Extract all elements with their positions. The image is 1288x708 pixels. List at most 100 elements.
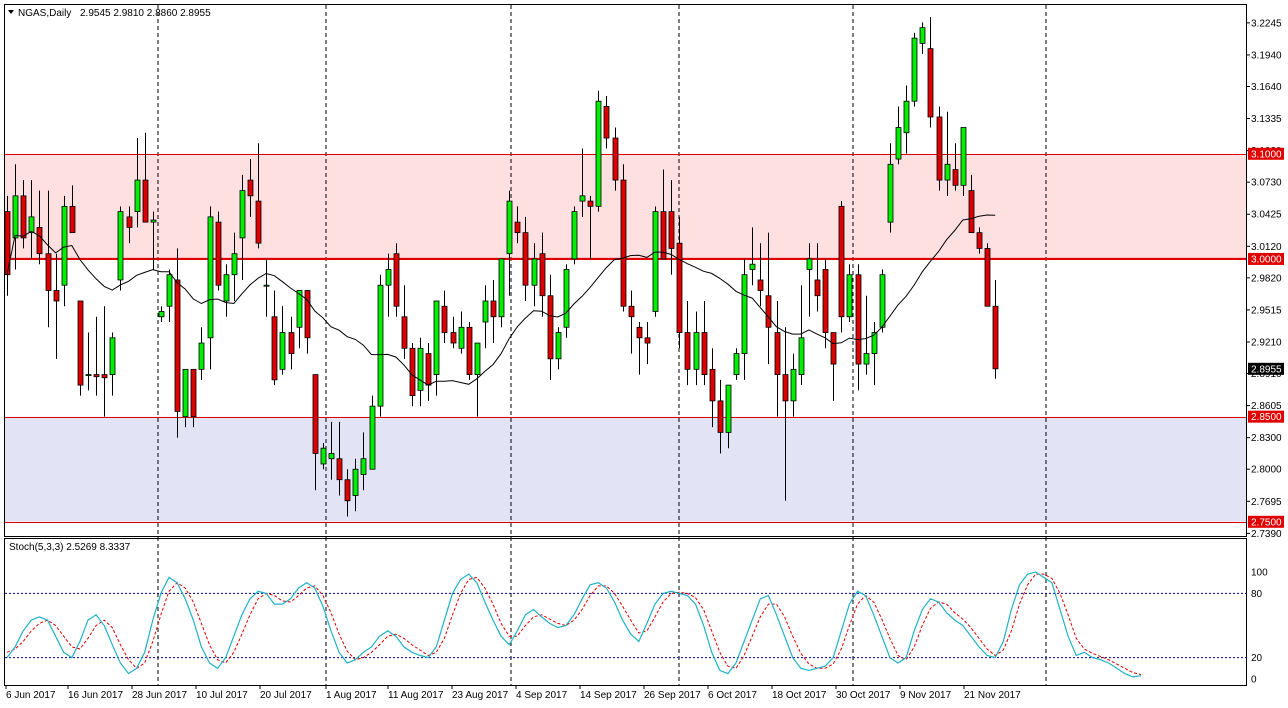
candle	[352, 458, 359, 512]
bear-candle-body	[620, 179, 627, 307]
bull-candle-body	[385, 269, 392, 286]
candle	[385, 253, 392, 317]
bear-candle-body	[490, 300, 497, 318]
candle	[595, 90, 602, 212]
candle	[126, 206, 133, 244]
candle	[984, 243, 991, 307]
bear-candle-body	[992, 305, 999, 370]
bull-candle-body	[749, 263, 756, 270]
candle	[620, 164, 627, 312]
bear-candle-body	[952, 169, 959, 186]
bull-candle-body	[563, 269, 570, 328]
stoch-indicator-label: Stoch(5,3,3) 2.5269 8.3337	[9, 542, 131, 553]
level-tag-label: 3.1000	[1251, 149, 1282, 160]
candle	[709, 348, 716, 428]
symbol-menu-arrow-icon[interactable]	[8, 10, 14, 14]
time-tick-label: 6 Oct 2017	[708, 690, 757, 701]
stoch-tick-label: 100	[1251, 568, 1268, 579]
bull-candle-body	[879, 274, 886, 328]
price-tick-label: 2.8300	[1251, 433, 1282, 444]
time-tick-label: 23 Aug 2017	[452, 690, 509, 701]
bull-candle-body	[652, 211, 659, 312]
bear-candle-body	[466, 326, 473, 375]
bull-candle-body	[944, 163, 951, 181]
bear-candle-body	[45, 253, 52, 291]
bull-candle-body	[919, 27, 926, 44]
bear-candle-body	[774, 332, 781, 375]
time-tick-label: 1 Aug 2017	[326, 690, 377, 701]
bear-candle-body	[757, 279, 764, 291]
bull-candle-body	[320, 447, 327, 465]
candle	[952, 143, 959, 191]
time-tick-label: 6 Jun 2017	[6, 690, 56, 701]
candle	[360, 432, 367, 491]
bear-candle-body	[77, 300, 84, 386]
time-tick-label: 11 Aug 2017	[388, 690, 444, 701]
bull-candle-body	[207, 216, 214, 339]
candle	[911, 32, 918, 107]
bull-candle-body	[231, 253, 238, 276]
bull-candle-body	[733, 353, 740, 375]
candle	[563, 264, 570, 338]
candle	[531, 243, 538, 307]
candle	[701, 300, 708, 386]
bear-candle-body	[984, 248, 991, 307]
bear-candle-body	[522, 232, 529, 286]
bull-candle-body	[109, 337, 116, 375]
bull-candle-body	[871, 332, 878, 354]
bull-candle-body	[223, 274, 230, 302]
candle	[555, 327, 562, 370]
stoch-plot-frame	[4, 538, 1247, 686]
bull-candle-body	[863, 353, 870, 365]
candle	[814, 243, 821, 312]
candle	[587, 195, 594, 259]
stoch-tick-label: 20	[1251, 653, 1263, 664]
candle	[490, 279, 497, 344]
candle	[919, 22, 926, 54]
bull-candle-body	[61, 205, 68, 286]
bull-candle-body	[693, 332, 700, 370]
candle	[741, 258, 748, 380]
bear-candle-body	[660, 211, 667, 260]
time-tick-label: 20 Jul 2017	[260, 690, 312, 701]
candle	[263, 258, 270, 317]
bull-candle-body	[158, 311, 165, 318]
candle	[684, 300, 691, 386]
bear-candle-body	[174, 279, 181, 412]
bear-candle-body	[247, 179, 254, 197]
candle	[846, 264, 853, 323]
bear-candle-body	[628, 305, 635, 318]
bear-candle-body	[668, 211, 675, 249]
support-zone	[5, 416, 1246, 522]
candle	[863, 295, 870, 375]
level-tag-label: 3.0000	[1251, 254, 1282, 265]
price-tick-label: 2.9515	[1251, 305, 1282, 316]
bear-candle-body	[717, 400, 724, 433]
time-axis: 6 Jun 2017 16 Jun 2017 28 Jun 2017 10 Jul 2…	[5, 685, 1021, 701]
bear-candle-body	[612, 137, 619, 181]
candle	[790, 353, 797, 417]
candle	[158, 306, 165, 323]
candle	[20, 180, 27, 249]
candle	[765, 232, 772, 365]
bull-candle-body	[85, 374, 92, 376]
bear-candle-body	[69, 205, 76, 234]
bear-candle-body	[190, 368, 197, 418]
bull-candle-body	[531, 258, 538, 286]
candle	[45, 190, 52, 328]
bull-candle-body	[895, 127, 902, 160]
level-tag-box	[1248, 252, 1284, 265]
bear-candle-body	[336, 458, 343, 481]
candle	[223, 264, 230, 317]
bull-candle-body	[150, 219, 157, 223]
bear-candle-body	[101, 374, 108, 379]
bear-candle-body	[636, 326, 643, 339]
bear-candle-body	[927, 48, 934, 118]
price-tick-label: 2.9820	[1251, 273, 1282, 284]
candle	[109, 332, 116, 396]
bull-candle-body	[117, 211, 124, 281]
bull-candle-body	[911, 37, 918, 102]
bull-candle-body	[296, 290, 303, 328]
candle	[198, 327, 205, 380]
candle	[514, 206, 521, 244]
